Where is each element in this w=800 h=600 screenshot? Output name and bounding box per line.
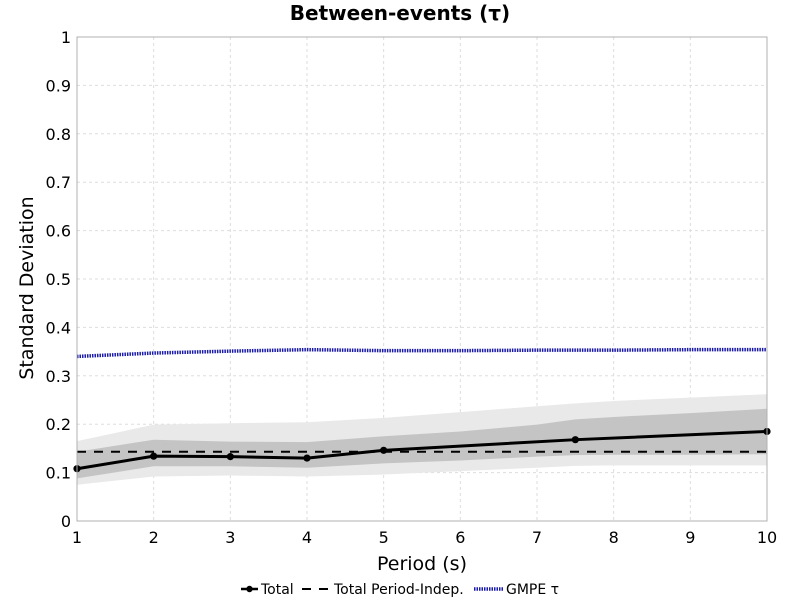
- legend: Total Total Period-Indep. GMPE τ: [241, 582, 559, 598]
- x-tick-label: 10: [757, 528, 777, 547]
- y-tick-label: 0.4: [46, 318, 71, 337]
- data-point-total: [226, 453, 234, 461]
- band-inner: [77, 408, 767, 479]
- x-tick-label: 3: [225, 528, 235, 547]
- y-tick-label: 0.5: [46, 270, 71, 289]
- legend-label-total: Total: [260, 582, 294, 598]
- x-tick-layer: 1 2 3 4 5 6 7 8 9 10: [72, 528, 777, 547]
- y-tick-label: 0.6: [46, 222, 71, 241]
- y-tick-label: 0.9: [46, 76, 71, 95]
- y-tick-label: 0.8: [46, 125, 71, 144]
- x-tick-label: 8: [609, 528, 619, 547]
- x-axis-label: Period (s): [377, 553, 467, 575]
- x-tick-label: 2: [149, 528, 159, 547]
- data-point-total: [150, 452, 158, 460]
- y-tick-label: 0.3: [46, 367, 71, 386]
- chart-title: Between-events (τ): [290, 1, 510, 25]
- data-point-total: [380, 446, 388, 454]
- x-tick-label: 6: [455, 528, 465, 547]
- series-line-gmpe: [76, 347, 767, 359]
- y-tick-label: 0: [61, 512, 71, 531]
- data-point-total: [303, 454, 311, 462]
- series-layer: [73, 347, 771, 473]
- legend-item-period-indep: Total Period-Indep.: [302, 582, 464, 598]
- y-tick-layer: 0 0.1 0.2 0.3 0.4 0.5 0.6 0.7 0.8 0.9 1: [46, 28, 71, 531]
- y-tick-label: 0.1: [46, 464, 71, 483]
- x-tick-label: 9: [685, 528, 695, 547]
- y-tick-label: 0.2: [46, 415, 71, 434]
- plot-frame: [76, 36, 768, 522]
- x-tick-label: 4: [302, 528, 312, 547]
- legend-label-period-indep: Total Period-Indep.: [333, 582, 464, 598]
- y-axis-label: Standard Deviation: [16, 196, 38, 379]
- y-tick-label: 1: [61, 28, 71, 47]
- data-point-total: [571, 436, 579, 444]
- legend-item-total: Total: [241, 582, 294, 598]
- legend-label-gmpe: GMPE τ: [506, 582, 559, 598]
- band-layer: [77, 394, 767, 485]
- x-tick-label: 5: [379, 528, 389, 547]
- legend-marker-total: [246, 585, 253, 593]
- legend-item-gmpe: GMPE τ: [474, 582, 559, 598]
- x-tick-label: 7: [532, 528, 542, 547]
- x-tick-label: 1: [72, 528, 82, 547]
- y-tick-label: 0.7: [46, 173, 71, 192]
